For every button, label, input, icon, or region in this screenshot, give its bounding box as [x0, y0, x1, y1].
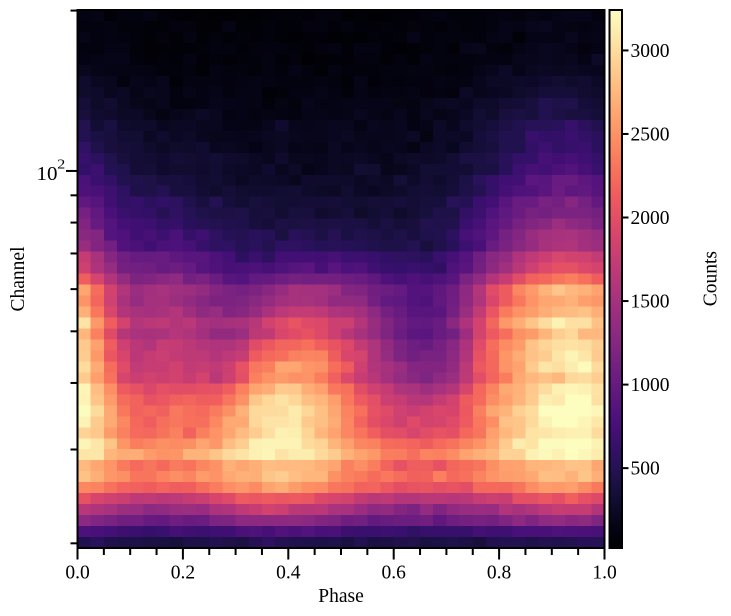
svg-text:3000: 3000: [631, 41, 670, 62]
svg-text:2: 2: [57, 158, 65, 173]
svg-text:0.6: 0.6: [382, 562, 407, 583]
svg-text:1.0: 1.0: [592, 562, 616, 583]
svg-text:0.0: 0.0: [65, 562, 89, 583]
svg-text:0.4: 0.4: [276, 562, 301, 583]
svg-text:Channel: Channel: [8, 246, 29, 312]
svg-text:0.2: 0.2: [171, 562, 195, 583]
svg-text:1500: 1500: [631, 292, 670, 313]
svg-text:Phase: Phase: [318, 586, 364, 607]
svg-text:0.8: 0.8: [487, 562, 511, 583]
svg-text:1000: 1000: [631, 375, 670, 396]
svg-text:10: 10: [37, 164, 58, 185]
svg-text:2000: 2000: [631, 208, 670, 229]
svg-text:Counts: Counts: [701, 251, 722, 306]
svg-text:2500: 2500: [631, 125, 670, 146]
svg-text:500: 500: [631, 459, 660, 480]
